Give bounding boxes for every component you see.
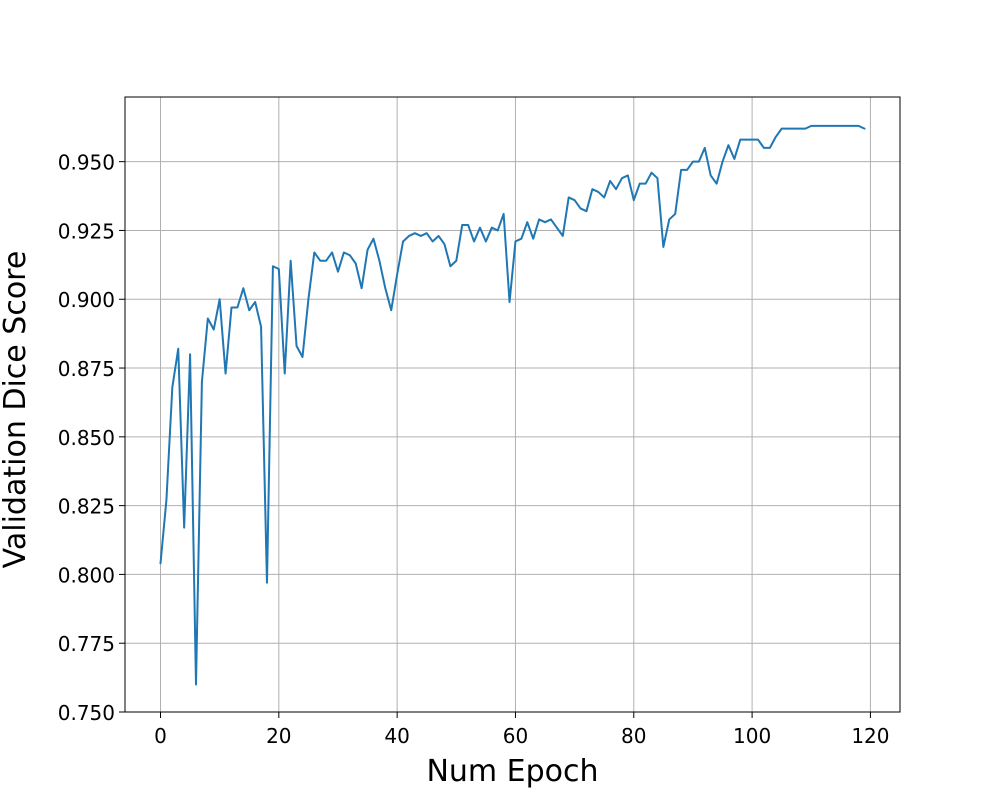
x-tick-label: 40 bbox=[384, 724, 409, 748]
y-tick-label: 0.850 bbox=[58, 426, 115, 450]
series-line bbox=[159, 124, 866, 686]
y-tick-label: 0.900 bbox=[58, 288, 115, 312]
y-tick-label: 0.950 bbox=[58, 151, 115, 175]
plot-area-frame bbox=[124, 96, 901, 713]
x-tick-label: 20 bbox=[266, 724, 291, 748]
y-tick-label: 0.925 bbox=[58, 219, 115, 243]
series-layer bbox=[159, 124, 866, 686]
y-tick-label: 0.775 bbox=[58, 632, 115, 656]
y-tick-label: 0.750 bbox=[58, 701, 115, 725]
y-tick-label: 0.875 bbox=[58, 357, 115, 381]
x-tick-label: 0 bbox=[154, 724, 167, 748]
x-tick-label: 60 bbox=[503, 724, 528, 748]
y-tick-label: 0.800 bbox=[58, 563, 115, 587]
grid bbox=[125, 97, 900, 713]
x-axis-label: Num Epoch bbox=[426, 754, 598, 789]
y-axis-label: Validation Dice Score bbox=[0, 251, 33, 569]
x-tick-label: 100 bbox=[733, 724, 771, 748]
x-tick-label: 80 bbox=[621, 724, 646, 748]
x-tick-label: 120 bbox=[851, 724, 889, 748]
ticks: 0 20 40 60 80 100 120 0.750 0.775 0.800 0.825 0.850… bbox=[58, 151, 890, 748]
y-tick-label: 0.825 bbox=[58, 495, 115, 519]
